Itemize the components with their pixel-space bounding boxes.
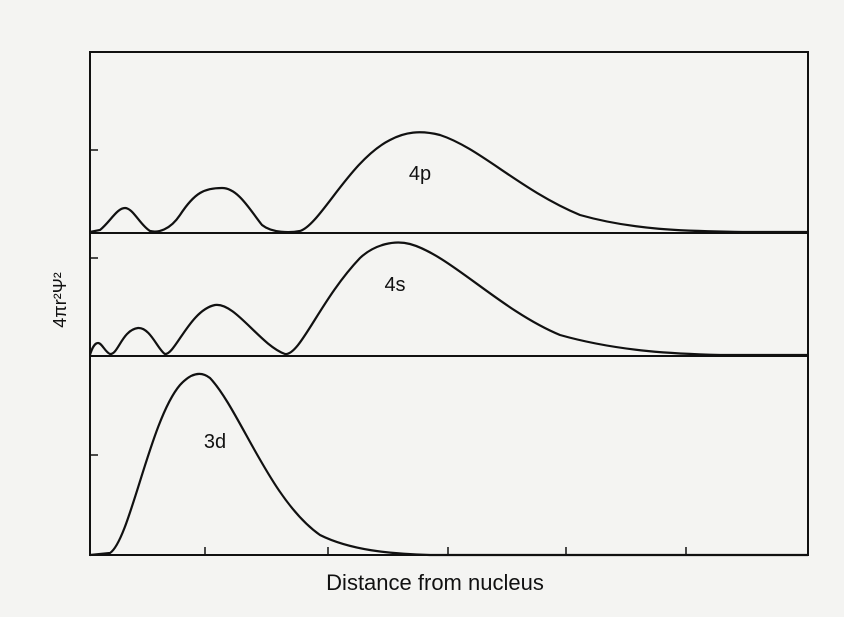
curve-4s	[88, 241, 808, 357]
x-axis-label: Distance from nucleus	[326, 570, 544, 595]
panel-label: 4s	[384, 274, 405, 296]
ticks	[90, 149, 687, 555]
y-axis-label: 4πr²Ψ²	[50, 272, 70, 327]
curve-3d	[89, 372, 808, 557]
panel-label: 4p	[409, 163, 431, 185]
panel-label: 3d	[204, 431, 226, 453]
curve-4p	[89, 131, 808, 234]
